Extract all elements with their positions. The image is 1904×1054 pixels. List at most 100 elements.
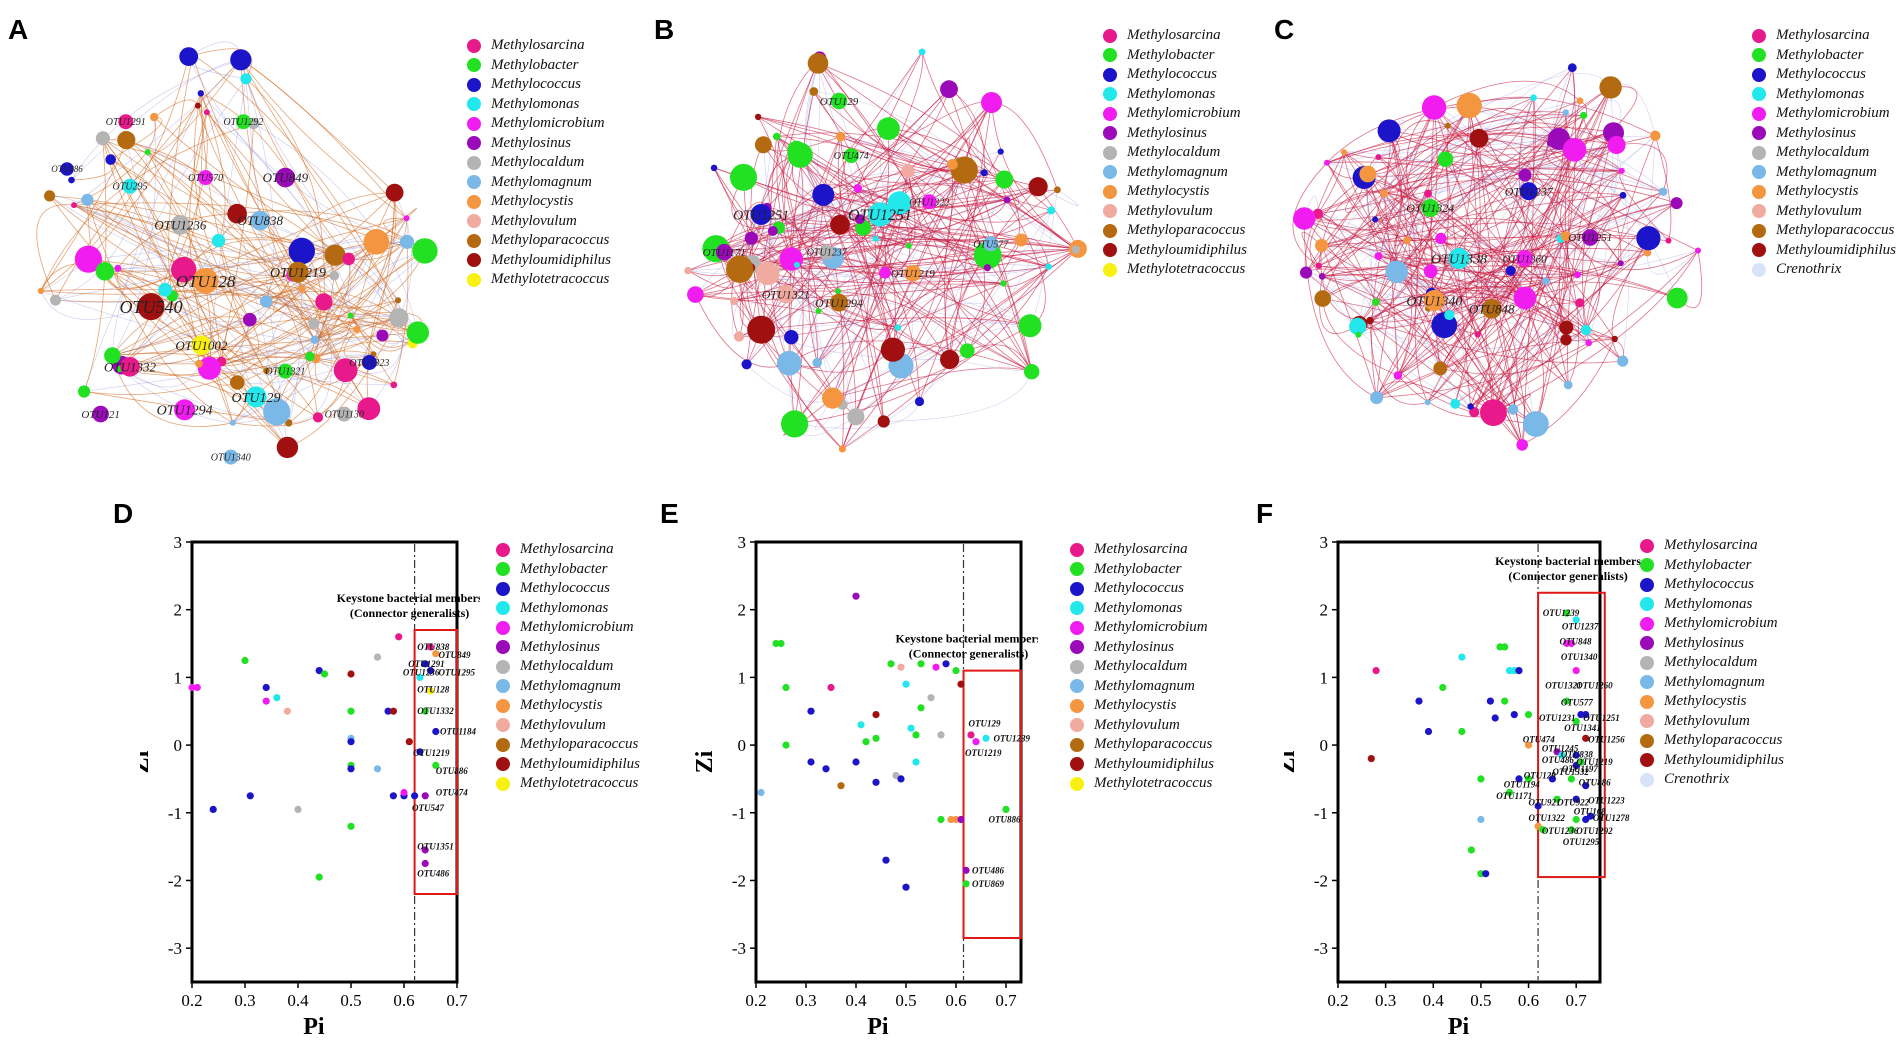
scatter-point: [897, 663, 905, 671]
network-hub-node: [830, 293, 848, 312]
network-edge: [695, 169, 965, 295]
legend-swatch: [1103, 243, 1117, 258]
network-node: [1450, 398, 1461, 409]
scatter-point-label: OTU1340: [1561, 652, 1598, 662]
network-edge: [209, 78, 247, 369]
legend-item: Methyloumidiphilus: [1752, 241, 1896, 261]
network-edge: [119, 368, 277, 423]
network-edge: [292, 274, 418, 333]
scatter-point: [373, 765, 382, 773]
network-node: [1643, 248, 1652, 257]
scatter-points: [1367, 609, 1595, 878]
network-node-label: OTU1322: [909, 197, 949, 208]
network-edge: [1317, 213, 1537, 425]
network-edge: [83, 78, 247, 392]
scatter-point: [1539, 826, 1547, 834]
network-node-label: OTU1294: [815, 296, 863, 310]
scatter-point-label: OTU921: [1529, 798, 1561, 808]
network-edge: [778, 183, 1008, 229]
scatter-point: [1572, 751, 1580, 759]
legend-label: Methylomonas: [1127, 85, 1216, 102]
network-node: [767, 226, 778, 236]
panel-label-f: F: [1256, 498, 1274, 529]
scatter-point-label: OTU1295: [439, 668, 476, 678]
network-hub-node: [118, 114, 134, 130]
legend-item: Methyloumidiphilus: [1640, 751, 1784, 771]
network-edge: [763, 144, 1049, 268]
network-node: [1300, 266, 1313, 279]
network-node: [1315, 238, 1329, 253]
legend-item: Methylocaldum: [496, 657, 640, 677]
legend-swatch: [1103, 204, 1117, 219]
network-node-label: OTU129: [820, 96, 859, 108]
network-node-label: OTU295: [112, 182, 147, 193]
legend-item: Methylovulum: [496, 716, 640, 736]
legend-swatch: [1070, 640, 1084, 655]
legend-swatch: [1103, 48, 1117, 63]
legend-label: Methylomonas: [1776, 85, 1865, 102]
keystone-annotation: (Connector generalists): [1508, 569, 1627, 583]
legend-item: Methyloumidiphilus: [1103, 241, 1247, 261]
network-node: [1611, 335, 1618, 343]
legend-item: Methylotetracoccus: [1070, 774, 1214, 794]
network-edge: [1406, 107, 1435, 272]
network-edge: [1585, 191, 1664, 330]
legend-swatch: [1070, 562, 1084, 577]
scatter-point: [912, 731, 920, 739]
network-edge: [813, 91, 965, 172]
network-hub-node: [192, 268, 219, 294]
legend-label: Methylomonas: [520, 599, 609, 616]
legend-swatch: [1070, 581, 1084, 596]
legend-item: Methylocystis: [1640, 692, 1784, 712]
legend-label: Methylosinus: [1127, 124, 1207, 141]
network-node: [1374, 252, 1383, 261]
scatter-point: [872, 734, 880, 742]
network-edge: [104, 264, 324, 303]
network-edge: [104, 271, 383, 341]
keystone-box: [1537, 591, 1606, 879]
scatter-point-label: OTU1322: [1529, 813, 1566, 823]
legend-label: Methylosarcina: [1094, 541, 1188, 558]
network-edge: [118, 316, 250, 370]
network-node: [1469, 407, 1480, 418]
legend-item: Methylomagnum: [1103, 163, 1247, 183]
network-node: [1071, 245, 1081, 254]
network-node: [854, 214, 865, 225]
legend-item: Methylosarcina: [467, 36, 611, 56]
scatter-point: [1577, 758, 1585, 766]
scatter-point-label: OTU849: [439, 650, 471, 660]
scatter-point: [320, 670, 329, 678]
scatter-point-label: OTU838: [417, 642, 449, 652]
network-edge: [1427, 193, 1587, 331]
legend-label: Methylocaldum: [1127, 144, 1221, 161]
y-axis-label: Zi: [1284, 750, 1300, 773]
network-hub-node: [1448, 247, 1470, 269]
legend-swatch: [496, 562, 510, 577]
network-node: [230, 49, 252, 71]
network-hub-node: [277, 363, 293, 379]
legend-label: Methylobacter: [1127, 46, 1215, 63]
legend-swatch: [496, 698, 510, 713]
legend-item: Methylovulum: [1640, 712, 1784, 732]
scatter-point: [262, 683, 270, 692]
scatter-point: [1567, 826, 1575, 834]
legend-f: Methylosarcina Methylobacter Methylococcus…: [1640, 536, 1784, 790]
network-hub-node: [776, 285, 795, 304]
network-node: [1580, 111, 1588, 120]
legend-swatch: [496, 737, 510, 752]
legend-item: Methylocystis: [1070, 696, 1214, 716]
scatter-point-label: OTU1256: [1588, 735, 1625, 745]
legend-label: Methylococcus: [1776, 66, 1866, 83]
network-edge: [112, 105, 199, 356]
scatter-point: [1524, 741, 1533, 749]
network-hub-node: [830, 92, 848, 110]
network-edge: [1318, 100, 1581, 267]
scatter-point: [421, 859, 429, 868]
legend-label: Methylocystis: [491, 193, 574, 210]
network-edge: [1322, 298, 1399, 376]
legend-label: Methylocystis: [1776, 183, 1859, 200]
scatter-point: [827, 683, 835, 692]
legend-swatch: [1070, 620, 1084, 635]
network-edge: [36, 204, 75, 301]
network-node: [1474, 331, 1481, 338]
